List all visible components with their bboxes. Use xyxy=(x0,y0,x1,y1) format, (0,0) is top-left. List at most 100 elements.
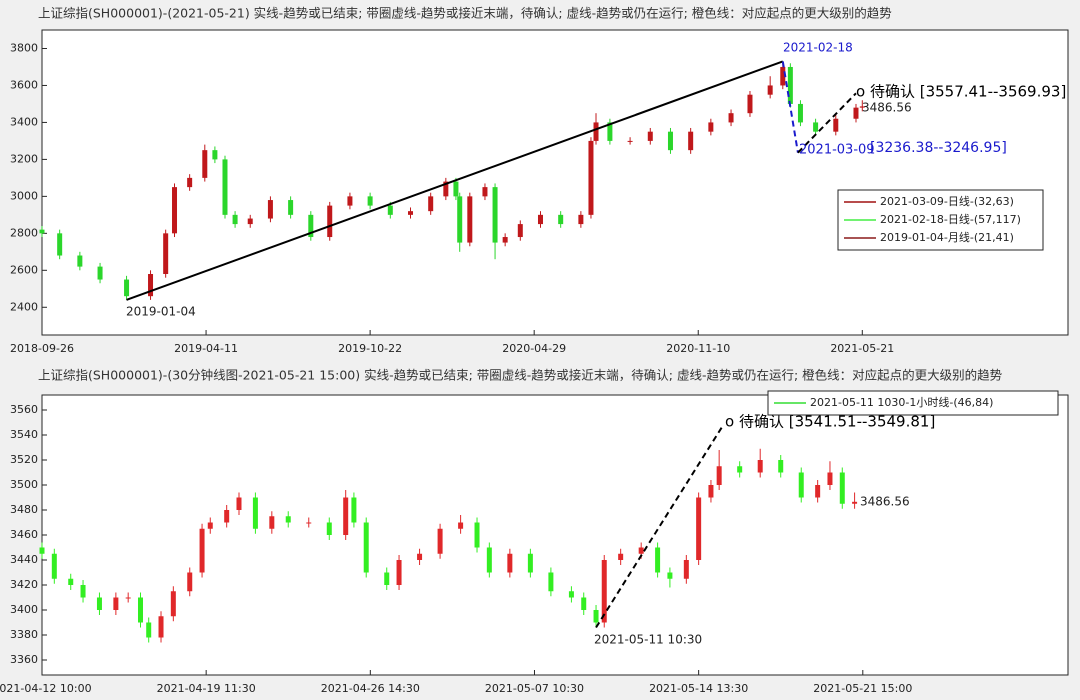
candle-body xyxy=(537,214,543,225)
candle-body xyxy=(627,140,633,142)
x-tick-label: 2019-10-22 xyxy=(338,342,402,355)
candle-body xyxy=(308,214,314,238)
candle-body xyxy=(708,485,714,498)
x-tick-label: 2021-05-14 13:30 xyxy=(649,682,748,695)
annotation: 2021-03-09 xyxy=(799,143,875,158)
candle-body xyxy=(492,187,498,243)
candle-body xyxy=(113,597,119,610)
y-tick-label: 3520 xyxy=(10,453,38,466)
candle-body xyxy=(747,94,753,114)
candle-body xyxy=(97,266,103,280)
candle-body xyxy=(517,224,523,238)
candle-body xyxy=(247,218,253,225)
x-tick-label: 2019-04-11 xyxy=(174,342,238,355)
candle-body xyxy=(593,122,599,141)
annotation: 2019-01-04 xyxy=(126,305,196,319)
candle-body xyxy=(252,497,258,529)
candle-body xyxy=(202,150,208,178)
candle-body xyxy=(502,237,508,243)
y-tick-label: 3600 xyxy=(10,78,38,91)
candle-body xyxy=(588,140,594,215)
y-tick-label: 3420 xyxy=(10,578,38,591)
annotation: [3236.38--3246.95] xyxy=(870,140,1007,156)
candle-body xyxy=(453,181,459,197)
candle-body xyxy=(170,591,176,617)
candle-body xyxy=(638,547,644,554)
y-tick-label: 3360 xyxy=(10,653,38,666)
candle-body xyxy=(655,547,661,573)
x-tick-label: 2020-04-29 xyxy=(502,342,566,355)
y-tick-label: 3460 xyxy=(10,528,38,541)
candle-body xyxy=(224,510,230,523)
y-tick-label: 3400 xyxy=(10,603,38,616)
y-tick-label: 3440 xyxy=(10,553,38,566)
candle-body xyxy=(607,122,613,141)
candle-body xyxy=(853,107,859,119)
candle-body xyxy=(815,485,821,498)
y-tick-label: 3200 xyxy=(10,152,38,165)
candle-body xyxy=(593,610,599,623)
candle-body xyxy=(137,597,143,623)
candle-body xyxy=(688,131,694,151)
trend-line xyxy=(781,61,799,153)
candle-body xyxy=(267,200,273,219)
annotation: 2021-02-18 xyxy=(783,41,853,55)
x-tick-label: 2021-04-12 10:00 xyxy=(0,682,92,695)
candle-body xyxy=(96,597,102,610)
candle-body xyxy=(827,472,833,485)
legend-label: 2021-03-09-日线-(32,63) xyxy=(880,194,1014,208)
candle-body xyxy=(852,501,858,504)
candle-body xyxy=(80,585,86,598)
candle-body xyxy=(269,516,275,529)
candle-body xyxy=(236,497,242,510)
candle-body xyxy=(384,572,390,585)
y-tick-label: 2800 xyxy=(10,226,38,239)
candle-body xyxy=(798,472,804,498)
y-tick-label: 3000 xyxy=(10,189,38,202)
candle-body xyxy=(457,196,463,243)
candle-body xyxy=(778,460,784,473)
candle-body xyxy=(757,460,763,473)
candle-body xyxy=(787,66,793,104)
candle-body xyxy=(474,522,480,548)
legend-label: 2021-05-11 1030-1小时线-(46,84) xyxy=(810,395,993,409)
candle-body xyxy=(187,177,193,188)
x-tick-label: 2018-09-26 xyxy=(10,342,74,355)
annotation: 3486.56 xyxy=(862,101,912,115)
x-tick-label: 2021-05-21 15:00 xyxy=(813,682,912,695)
chart-title: 上证综指(SH000001)-(30分钟线图-2021-05-21 15:00)… xyxy=(38,368,1003,383)
candle-body xyxy=(767,85,773,95)
candle-body xyxy=(568,591,574,598)
candle-body xyxy=(326,522,332,535)
y-tick-label: 3380 xyxy=(10,628,38,641)
candle-body xyxy=(125,597,131,599)
candle-body xyxy=(797,103,803,123)
candle-body xyxy=(232,214,238,225)
candle-body xyxy=(548,572,554,592)
candle-body xyxy=(443,181,449,197)
candle-body xyxy=(813,122,819,132)
x-tick-label: 2021-05-07 10:30 xyxy=(485,682,584,695)
candle-body xyxy=(343,497,349,535)
candle-body xyxy=(351,497,357,523)
candle-body xyxy=(667,572,673,579)
candle-body xyxy=(387,205,393,215)
legend-label: 2019-01-04-月线-(21,41) xyxy=(880,230,1014,244)
legend-box xyxy=(767,390,1059,416)
y-tick-label: 2600 xyxy=(10,263,38,276)
candle-body xyxy=(527,553,533,573)
candle-body xyxy=(187,572,193,592)
annotation: o 待确认 [3557.41--3569.93] xyxy=(856,83,1066,101)
candle-body xyxy=(367,196,373,206)
candle-body xyxy=(417,553,423,560)
candle-body xyxy=(396,560,402,585)
candle-body xyxy=(163,233,169,274)
candle-body xyxy=(859,106,865,108)
y-tick-label: 3540 xyxy=(10,428,38,441)
annotation: 2021-05-11 10:30 xyxy=(594,633,702,647)
candle-body xyxy=(428,196,434,212)
candle-body xyxy=(581,597,587,610)
candle-body xyxy=(618,553,624,560)
trend-line xyxy=(126,60,784,301)
